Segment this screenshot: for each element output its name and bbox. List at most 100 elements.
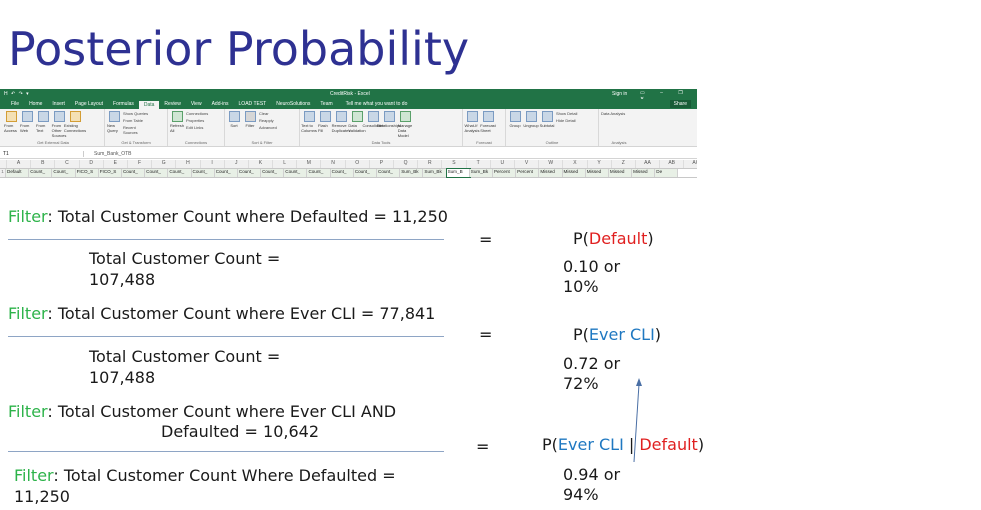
- filter-button[interactable]: Filter: [243, 111, 257, 146]
- tab-add-ins[interactable]: Add-ins: [211, 101, 229, 107]
- edit-links-button[interactable]: Edit Links: [186, 125, 204, 130]
- formula-input[interactable]: Sum_Bank_OTB: [94, 150, 132, 157]
- table-cell[interactable]: Missed: [585, 169, 609, 177]
- column-header[interactable]: W: [539, 160, 564, 168]
- table-cell[interactable]: Count_: [214, 169, 238, 177]
- column-header[interactable]: N: [321, 160, 346, 168]
- tab-file[interactable]: File: [11, 101, 20, 107]
- column-header[interactable]: J: [225, 160, 249, 168]
- column-header[interactable]: B: [31, 160, 56, 168]
- column-header[interactable]: R: [418, 160, 443, 168]
- table-cell[interactable]: Missed: [562, 169, 586, 177]
- flash-fill-button[interactable]: Flash Fill: [318, 111, 332, 146]
- table-cell[interactable]: Count_: [121, 169, 146, 177]
- column-header[interactable]: C: [55, 160, 80, 168]
- from-other-sources-button[interactable]: From Other Sources: [52, 111, 66, 146]
- table-cell[interactable]: Default: [6, 169, 30, 177]
- table-cell[interactable]: Count_: [191, 169, 215, 177]
- column-header[interactable]: AA: [636, 160, 661, 168]
- data-validation-button[interactable]: Data Validation: [348, 111, 366, 146]
- column-header[interactable]: D: [80, 160, 104, 168]
- tab-formulas[interactable]: Formulas: [113, 101, 134, 107]
- tab-page-layout[interactable]: Page Layout: [74, 101, 104, 107]
- manage-data-model-button[interactable]: Manage Data Model: [398, 111, 412, 146]
- tab-neurosolutions[interactable]: NeuroSolutions: [276, 101, 311, 107]
- column-header[interactable]: S: [442, 160, 467, 168]
- tab-load-test[interactable]: LOAD TEST: [238, 101, 267, 107]
- remove-duplicates-button[interactable]: Remove Duplicates: [332, 111, 350, 146]
- from-table-button[interactable]: From Table: [123, 118, 143, 123]
- tab-view[interactable]: View: [190, 101, 202, 107]
- table-cell[interactable]: Count_: [168, 169, 192, 177]
- table-cell[interactable]: Count_: [29, 169, 53, 177]
- column-header[interactable]: F: [128, 160, 153, 168]
- new-query-button[interactable]: New Query: [107, 111, 121, 146]
- refresh-all-button[interactable]: Refresh All: [170, 111, 184, 146]
- table-cell[interactable]: Sum_Bk: [469, 169, 493, 177]
- name-box[interactable]: T1: [0, 150, 84, 157]
- column-header[interactable]: X: [563, 160, 588, 168]
- from-text-button[interactable]: From Text: [36, 111, 50, 146]
- quick-access-toolbar[interactable]: H ↶ ↷ ▾: [4, 91, 30, 97]
- column-header[interactable]: P: [370, 160, 394, 168]
- table-cell[interactable]: Percent: [516, 169, 540, 177]
- recent-sources-button[interactable]: Recent Sources: [123, 125, 138, 135]
- table-cell[interactable]: Missed: [608, 169, 633, 177]
- table-cell[interactable]: Count_: [261, 169, 285, 177]
- column-header[interactable]: M: [297, 160, 322, 168]
- table-cell[interactable]: Sum_Bk: [400, 169, 424, 177]
- from-web-button[interactable]: From Web: [20, 111, 34, 146]
- subtotal-button[interactable]: Subtotal: [540, 111, 554, 146]
- table-cell[interactable]: Missed: [539, 169, 563, 177]
- table-cell[interactable]: Sum_Bk: [423, 169, 447, 177]
- corner-cell[interactable]: [0, 160, 7, 168]
- table-cell[interactable]: Sum_B: [445, 168, 471, 178]
- table-cell[interactable]: Count_: [52, 169, 76, 177]
- tab-team[interactable]: Team: [320, 101, 333, 107]
- column-header[interactable]: AB: [660, 160, 685, 168]
- table-cell[interactable]: Count_: [237, 169, 262, 177]
- group-button[interactable]: Group: [508, 111, 522, 146]
- tab-home[interactable]: Home: [29, 101, 43, 107]
- column-header[interactable]: E: [104, 160, 128, 168]
- text-to-columns-button[interactable]: Text to Columns: [301, 111, 317, 146]
- column-header[interactable]: K: [249, 160, 274, 168]
- column-header[interactable]: Q: [394, 160, 419, 168]
- consolidate-button[interactable]: Consolidate: [362, 111, 384, 146]
- show-detail-button[interactable]: Show Detail: [556, 111, 578, 116]
- sort-button[interactable]: Sort: [227, 111, 241, 146]
- table-cell[interactable]: Missed: [632, 169, 656, 177]
- properties-button[interactable]: Properties: [186, 118, 205, 123]
- ungroup-button[interactable]: Ungroup: [523, 111, 539, 146]
- connections-button[interactable]: Connections: [186, 111, 209, 116]
- column-header[interactable]: T: [467, 160, 491, 168]
- column-header[interactable]: O: [346, 160, 370, 168]
- column-header[interactable]: H: [176, 160, 201, 168]
- table-cell[interactable]: Count_: [307, 169, 331, 177]
- share-button[interactable]: Share: [669, 100, 691, 108]
- table-cell[interactable]: Count_: [377, 169, 401, 177]
- table-cell[interactable]: De: [655, 169, 679, 177]
- table-cell[interactable]: Percent: [492, 169, 517, 177]
- table-cell[interactable]: Count_: [284, 169, 308, 177]
- forecast-sheet-button[interactable]: Forecast Sheet: [480, 111, 496, 146]
- reapply-button[interactable]: Reapply: [259, 118, 274, 123]
- column-header[interactable]: V: [515, 160, 540, 168]
- tab-data[interactable]: Data: [138, 101, 160, 109]
- column-header[interactable]: Y: [588, 160, 612, 168]
- row-number[interactable]: 1: [0, 169, 6, 177]
- table-cell[interactable]: Count_: [145, 169, 169, 177]
- tab-review[interactable]: Review: [164, 101, 181, 107]
- relationships-button[interactable]: Relationships: [377, 111, 401, 146]
- from-access-button[interactable]: From Access: [4, 111, 18, 146]
- what-if-analysis-button[interactable]: What-If Analysis: [465, 111, 479, 146]
- advanced-button[interactable]: Advanced: [259, 125, 277, 130]
- tell-me-search[interactable]: Tell me what you want to do: [345, 101, 408, 107]
- column-header[interactable]: L: [273, 160, 298, 168]
- column-header[interactable]: AC: [684, 160, 697, 168]
- clear-button[interactable]: Clear: [259, 111, 269, 116]
- table-cell[interactable]: Count_: [330, 169, 354, 177]
- column-header[interactable]: G: [152, 160, 177, 168]
- column-header[interactable]: A: [7, 160, 32, 168]
- data-analysis-button[interactable]: Data Analysis: [601, 111, 626, 116]
